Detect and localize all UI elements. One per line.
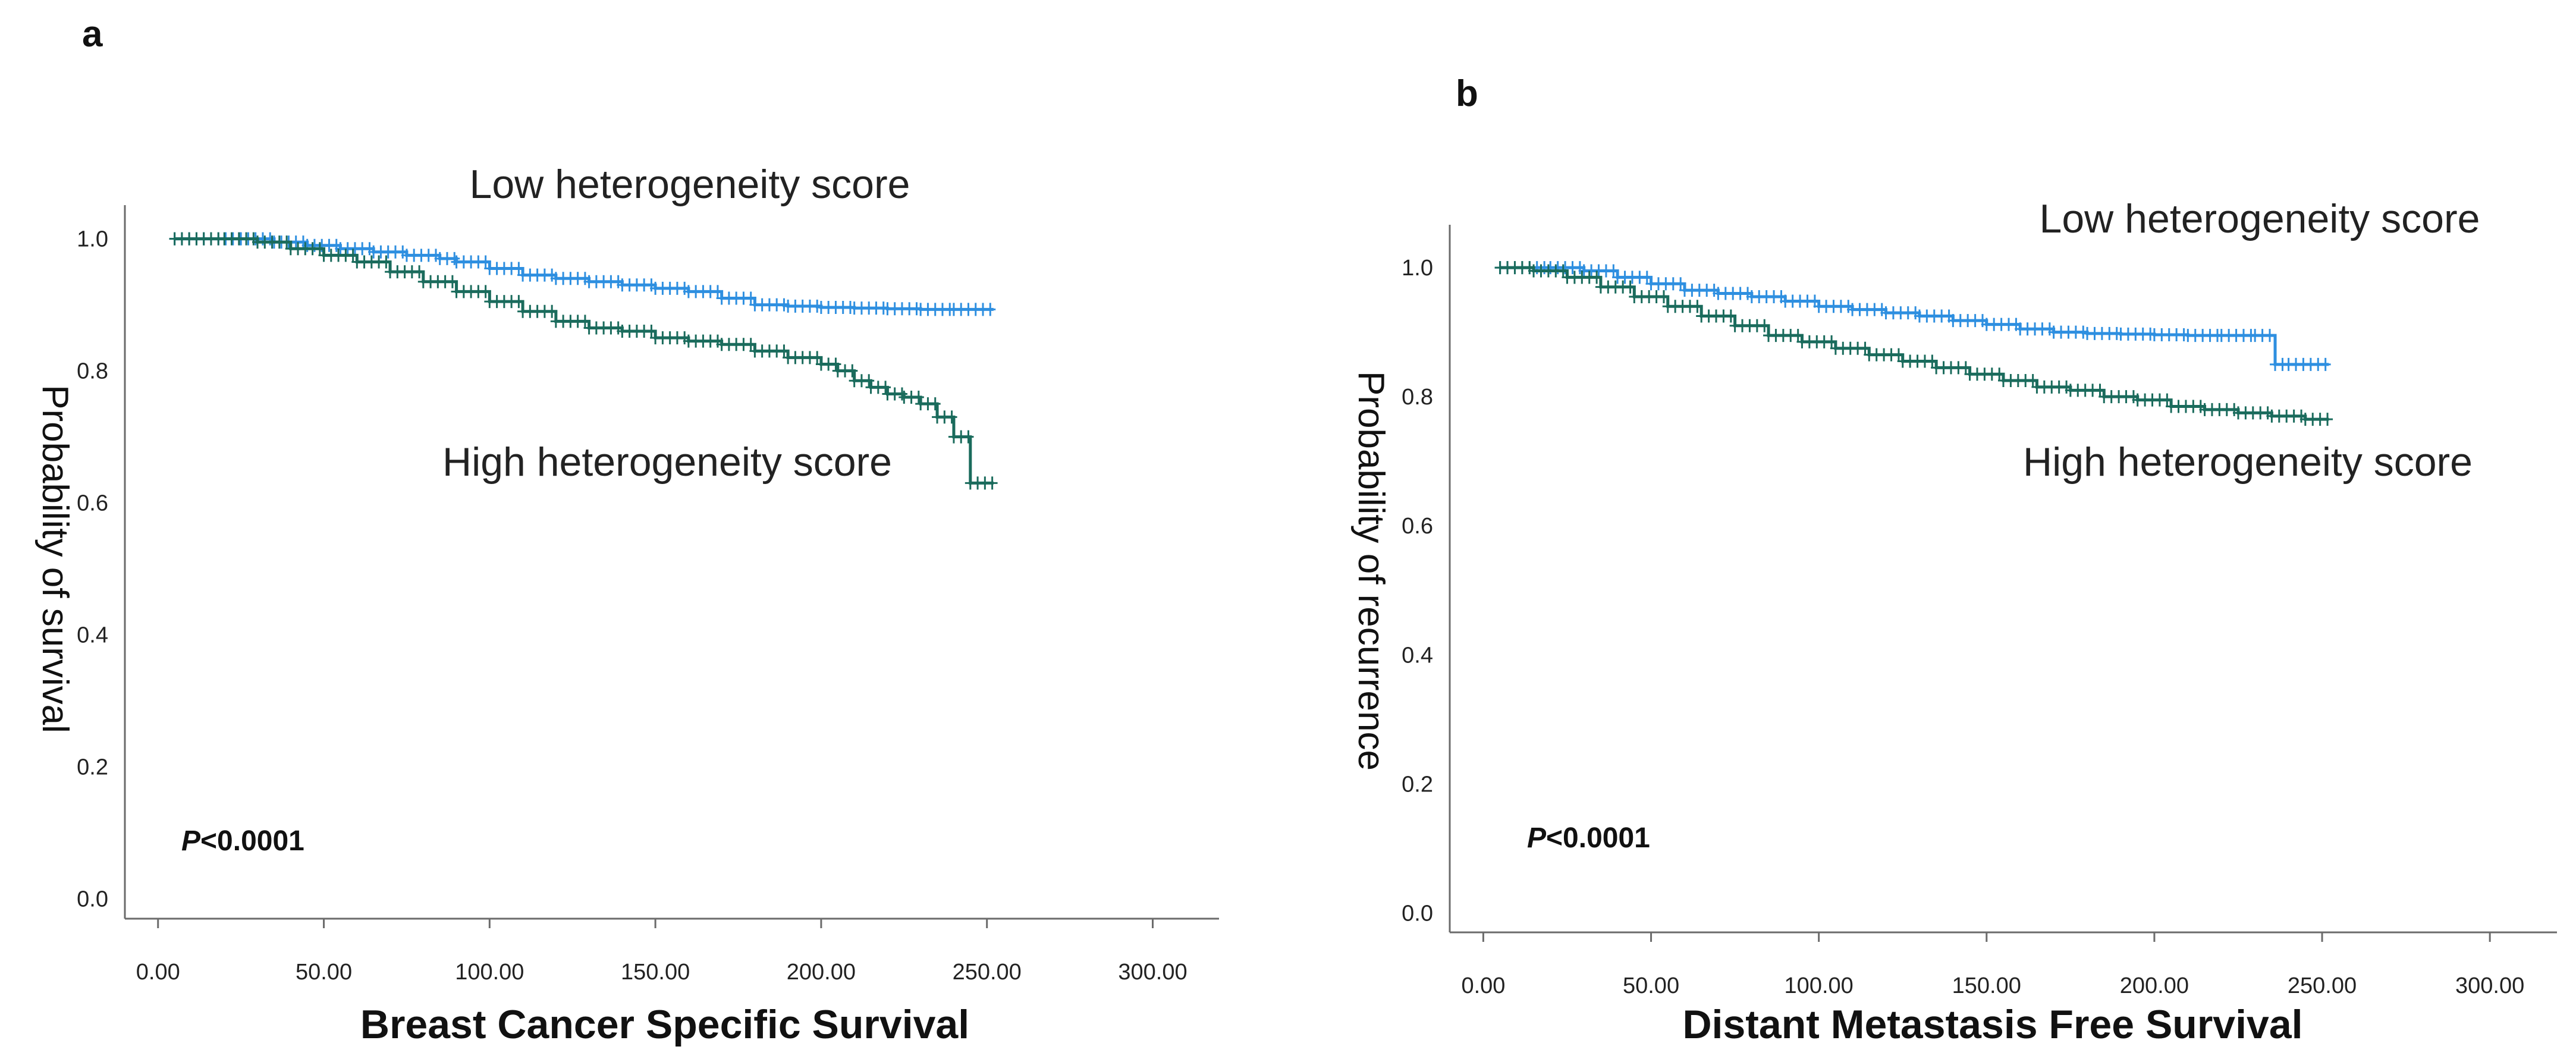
panel-b-high-censor-mark (1725, 309, 1736, 323)
panel-a: a 0.0 0.2 0.4 0.6 0.8 1.0 0.00 50.00 100.00 150.… (34, 14, 1219, 1047)
panel-a-x-tick-label: 250.00 (953, 960, 1022, 985)
panel-b-x-tick-label: 50.00 (1623, 973, 1679, 998)
panel-b-x-ticks: 0.00 50.00 100.00 150.00 200.00 250.00 300.00 (1461, 932, 2524, 998)
panel-a-high-censor-mark (347, 249, 359, 262)
panel-a-low-censor-mark (712, 285, 723, 298)
panel-a-y-tick-label: 0.0 (77, 887, 108, 912)
panel-a-high-censor-mark (987, 476, 998, 490)
panel-b-y-tick-label: 0.8 (1402, 385, 1433, 410)
panel-a-y-tick-label: 0.6 (77, 491, 108, 516)
panel-a-low-censor-mark (480, 255, 491, 269)
panel-a-high-censor-mark (646, 325, 657, 338)
panel-a-high-censor-mark (929, 397, 941, 411)
panel-a-high-censor-mark (381, 255, 392, 269)
panel-b-letter: b (1456, 73, 1478, 114)
panel-a-low-censor-mark (985, 303, 996, 316)
panel-b-low-censor-marks (1494, 261, 2331, 371)
panel-a-y-tick-label: 1.0 (77, 227, 108, 252)
panel-a-high-censor-mark (447, 275, 458, 288)
panel-a-x-axis-title: Breast Cancer Specific Survival (360, 1002, 969, 1047)
panel-a-high-censor-mark (281, 235, 293, 249)
panel-b-high-censor-mark (1759, 319, 1770, 332)
panel-b-x-tick-label: 200.00 (2120, 973, 2189, 998)
panel-b-x-tick-label: 0.00 (1461, 973, 1505, 998)
panel-a-y-tick-label: 0.8 (77, 359, 108, 384)
panel-a-x-tick-label: 200.00 (787, 960, 856, 985)
panel-b-y-tick-label: 0.2 (1402, 772, 1433, 797)
panel-a-p-value: P<0.0001 (181, 825, 304, 857)
panel-a-high-censor-mark (480, 285, 491, 298)
panel-a-low-censor-marks (169, 232, 996, 316)
panel-a-y-ticks: 0.0 0.2 0.4 0.6 0.8 1.0 (77, 227, 108, 912)
panel-b: b 0.0 0.2 0.4 0.6 0.8 1.0 0.00 50.00 100.00 150.… (1350, 73, 2557, 1047)
panel-b-low-censor-mark (2264, 329, 2276, 342)
panel-a-high-censor-mark (830, 357, 841, 371)
panel-a-high-censor-mark (513, 295, 524, 309)
panel-b-x-tick-label: 150.00 (1952, 973, 2021, 998)
panel-a-high-censor-mark (847, 364, 858, 378)
panel-b-x-tick-label: 250.00 (2288, 973, 2357, 998)
panel-a-low-censor-mark (745, 291, 756, 305)
panel-a-high-censor-mark (745, 338, 756, 351)
panel-b-x-tick-label: 300.00 (2455, 973, 2524, 998)
panel-a-high-censor-mark (314, 242, 325, 256)
panel-b-high-censor-mark (1658, 290, 1669, 303)
panel-a-y-tick-label: 0.2 (77, 755, 108, 780)
panel-a-series (169, 232, 998, 490)
panel-a-high-censor-mark (963, 430, 974, 444)
panel-a-x-tick-label: 50.00 (296, 960, 352, 985)
panel-a-low-censor-mark (513, 262, 524, 275)
panel-a-x-ticks: 0.00 50.00 100.00 150.00 200.00 250.00 300.00 (136, 919, 1188, 985)
panel-b-high-censor-mark (1625, 280, 1636, 294)
panel-b-high-curve (1500, 266, 2329, 421)
panel-a-high-censor-mark (778, 344, 790, 358)
panel-b-high-censor-mark (1591, 271, 1603, 284)
panel-b-high-label: High heterogeneity score (2023, 439, 2473, 485)
panel-a-x-tick-label: 300.00 (1118, 960, 1187, 985)
panel-a-high-censor-mark (946, 410, 957, 424)
panel-a-x-tick-label: 0.00 (136, 960, 180, 985)
panel-a-p-text: <0.0001 (200, 825, 304, 857)
panel-a-letter: a (82, 14, 103, 55)
panel-b-series (1494, 261, 2333, 426)
panel-a-y-tick-label: 0.4 (77, 623, 108, 648)
panel-b-y-ticks: 0.0 0.2 0.4 0.6 0.8 1.0 (1402, 256, 1433, 926)
panel-a-high-censor-mark (913, 391, 924, 404)
panel-a-low-label: Low heterogeneity score (470, 162, 910, 207)
panel-b-high-censor-marks (1494, 261, 2333, 426)
panel-a-x-tick-label: 150.00 (621, 960, 690, 985)
panel-a-high-censor-mark (812, 351, 823, 364)
panel-a-low-censor-mark (449, 252, 460, 265)
panel-a-high-label: High heterogeneity score (442, 439, 892, 485)
panel-a-high-censor-mark (863, 374, 875, 388)
panel-a-y-axis-title: Probability of survival (34, 385, 76, 733)
panel-b-low-label: Low heterogeneity score (2040, 196, 2480, 241)
panel-b-p-symbol: P (1527, 822, 1547, 854)
panel-b-high-censor-mark (2322, 413, 2333, 426)
panel-a-high-censor-mark (546, 304, 558, 318)
panel-b-y-tick-label: 0.4 (1402, 643, 1433, 668)
panel-b-p-text: <0.0001 (1546, 822, 1650, 854)
panel-a-high-censor-mark (880, 381, 891, 394)
panel-a-high-censor-mark (579, 315, 590, 328)
panel-b-y-tick-label: 1.0 (1402, 256, 1433, 281)
panel-a-x-tick-label: 100.00 (455, 960, 524, 985)
panel-b-y-axis-title: Probability of recurrence (1350, 371, 1391, 771)
panel-a-high-censor-mark (414, 265, 425, 279)
panel-b-low-censor-mark (2320, 357, 2331, 371)
panel-a-high-censor-marks (169, 232, 998, 490)
panel-a-high-censor-mark (896, 387, 907, 401)
panel-b-y-tick-label: 0.0 (1402, 901, 1433, 926)
panel-b-p-value: P<0.0001 (1527, 822, 1650, 854)
panel-b-y-tick-label: 0.6 (1402, 514, 1433, 539)
panel-a-p-symbol: P (181, 825, 201, 857)
panel-b-x-axis-title: Distant Metastasis Free Survival (1682, 1002, 2302, 1047)
panel-b-high-censor-mark (1692, 300, 1703, 313)
panel-b-x-tick-label: 100.00 (1785, 973, 1854, 998)
